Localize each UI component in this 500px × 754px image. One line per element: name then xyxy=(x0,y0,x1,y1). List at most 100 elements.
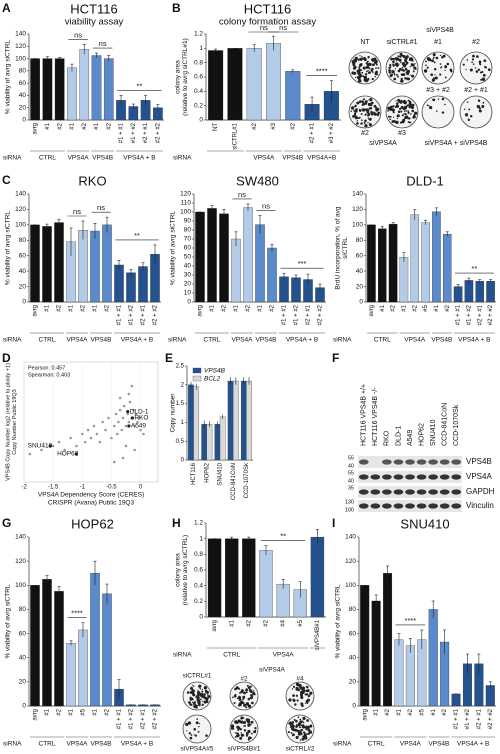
colony xyxy=(194,734,197,737)
colony xyxy=(242,716,245,719)
bar xyxy=(42,579,52,707)
blot-marker: 35 xyxy=(348,485,354,491)
colony xyxy=(387,115,391,118)
colony xyxy=(375,63,378,66)
y-tick-label: 140 xyxy=(345,534,356,541)
colony xyxy=(240,690,244,694)
colony xyxy=(361,122,363,124)
panel-letter: D xyxy=(2,351,11,365)
bar xyxy=(225,538,239,618)
colony xyxy=(307,728,311,732)
y-tick-label: 40 xyxy=(356,268,364,275)
colony xyxy=(196,718,199,720)
colony xyxy=(485,66,488,69)
blot-band xyxy=(405,474,415,480)
colony xyxy=(351,106,354,108)
colony xyxy=(299,718,302,721)
colony xyxy=(202,700,204,702)
y-tick-label: 20 xyxy=(356,283,364,290)
colony xyxy=(295,682,300,687)
colony xyxy=(370,110,372,112)
bar xyxy=(227,380,234,461)
category-label: #2 xyxy=(82,122,88,129)
colony xyxy=(398,63,400,65)
colony xyxy=(463,108,466,110)
x-axis-label: siRNA xyxy=(168,337,187,344)
y-tick-label: 100 xyxy=(15,582,26,589)
chart-title: HCT116 xyxy=(244,1,291,16)
bar xyxy=(367,224,376,303)
colony xyxy=(199,687,202,690)
category-label: #1 + #1 xyxy=(119,122,125,143)
colony xyxy=(401,114,404,117)
blot-band xyxy=(416,489,427,495)
colony xyxy=(358,101,361,104)
blot-band xyxy=(416,503,427,509)
colony xyxy=(469,114,473,118)
y-tick-label: 140 xyxy=(352,191,363,198)
colony xyxy=(354,56,358,60)
category-label: HOP62 xyxy=(204,462,210,482)
bar xyxy=(246,48,262,121)
colony xyxy=(368,113,370,115)
y-tick-label: 50 xyxy=(184,254,192,261)
bar xyxy=(42,58,53,121)
colony xyxy=(397,55,400,58)
colony xyxy=(245,734,249,737)
category-label: #2 + #2 xyxy=(155,122,161,143)
colony xyxy=(195,721,199,725)
bar xyxy=(90,573,100,707)
colony xyxy=(197,696,200,699)
category-label: #2 + #2 xyxy=(488,304,494,325)
colony xyxy=(295,726,298,729)
colony xyxy=(433,77,436,80)
colony xyxy=(237,729,240,732)
colony xyxy=(370,113,374,116)
colony xyxy=(400,79,404,83)
category-label: #2 xyxy=(57,122,63,129)
colony xyxy=(296,723,298,726)
colony xyxy=(395,60,397,62)
colony xyxy=(400,73,404,76)
x-axis-label: siRNA xyxy=(333,741,352,748)
bar xyxy=(30,224,40,303)
colony xyxy=(439,54,442,57)
colony xyxy=(482,73,486,77)
colony xyxy=(411,74,415,78)
group-label: VPS4A + B xyxy=(457,741,489,748)
category-label: #2 xyxy=(264,619,270,626)
y-tick-label: 100 xyxy=(15,55,26,62)
colony xyxy=(400,61,402,64)
colony xyxy=(425,64,427,67)
colony xyxy=(446,62,450,66)
colony xyxy=(201,688,204,691)
point xyxy=(138,416,141,420)
bar xyxy=(233,380,239,461)
colony xyxy=(196,705,198,707)
blot-band xyxy=(428,474,438,480)
y-tick-label: 120 xyxy=(345,558,356,565)
bar xyxy=(30,58,40,121)
colony xyxy=(353,112,357,115)
colony xyxy=(481,105,485,108)
colony xyxy=(302,691,305,695)
colony xyxy=(364,119,367,123)
colony xyxy=(245,702,250,706)
colony xyxy=(230,727,234,730)
colony xyxy=(401,120,405,124)
bar xyxy=(90,230,100,303)
bar xyxy=(291,277,301,303)
y-axis-label: VPS4B Copy Number log2 (relative to ploi… xyxy=(5,363,11,481)
colony xyxy=(293,686,295,689)
colony xyxy=(409,74,411,77)
y-axis-label: colony area xyxy=(175,60,182,94)
colony xyxy=(242,689,244,691)
y-tick-label: 60 xyxy=(19,630,27,637)
category-label: #1 xyxy=(229,619,235,626)
colony xyxy=(358,68,361,72)
colony xyxy=(302,720,304,722)
group-label: VPS4B xyxy=(428,741,449,748)
blot-band xyxy=(358,503,369,509)
colony xyxy=(356,122,359,125)
bar xyxy=(219,213,229,303)
